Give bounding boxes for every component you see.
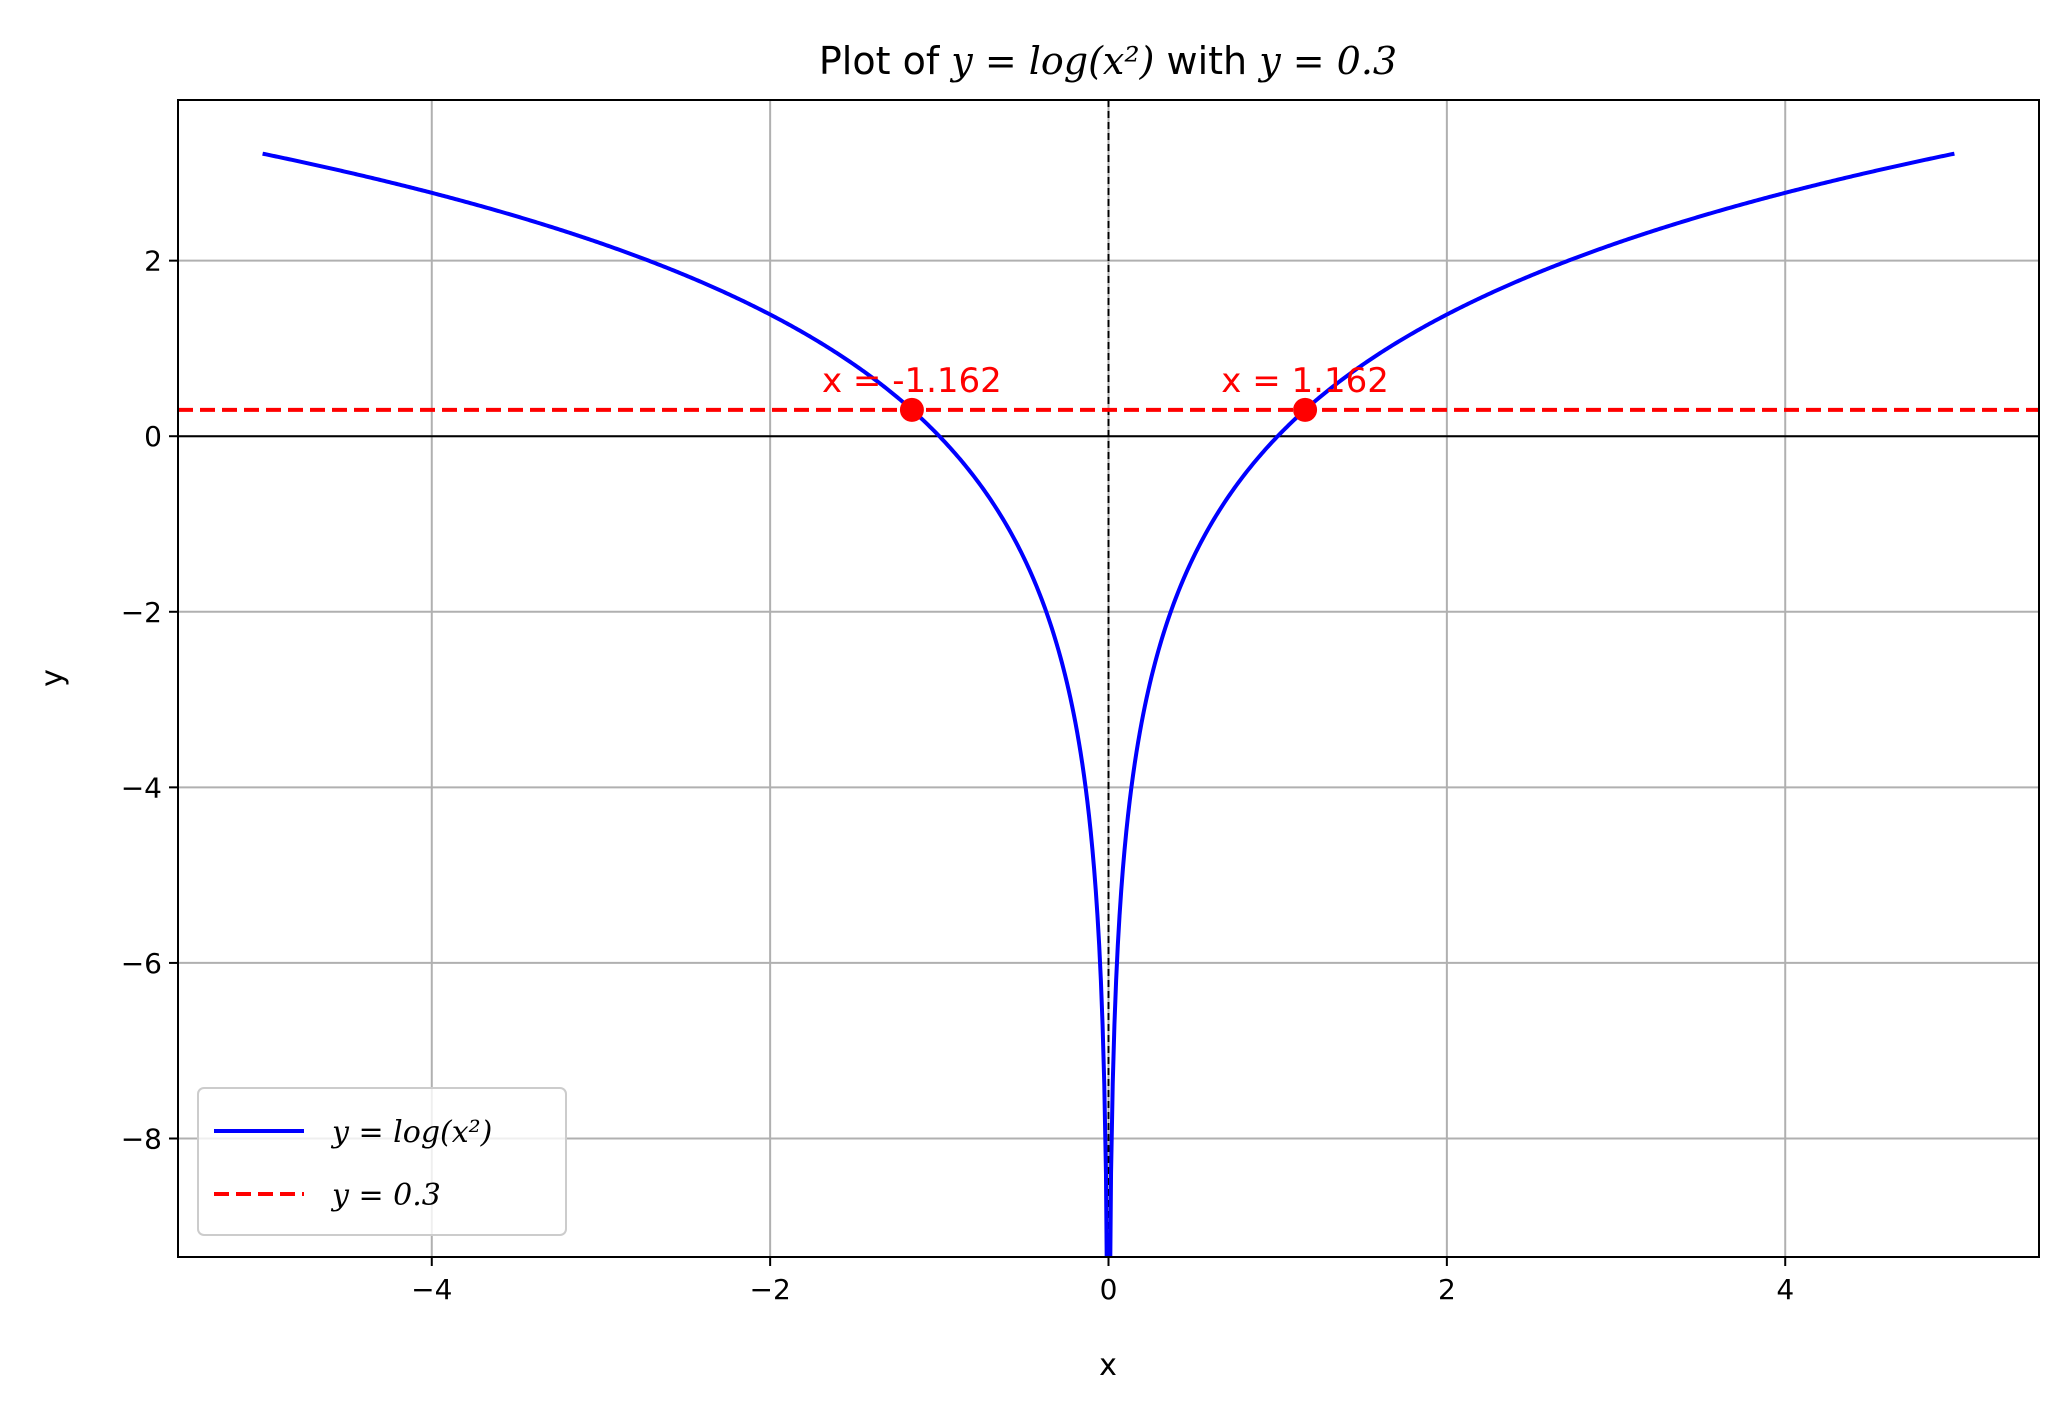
legend-label-curve: y = log(x²) [330, 1115, 492, 1150]
chart-title: Plot of y = log(x²) with y = 0.3 [819, 39, 1397, 83]
x-tick-label: 0 [1100, 1273, 1118, 1306]
legend: y = log(x²) y = 0.3 [197, 1087, 567, 1236]
y-tick-label: −4 [121, 771, 162, 804]
intersection-label: x = 1.162 [1221, 361, 1389, 401]
x-tick-label: −4 [411, 1273, 452, 1306]
title-mid: with [1154, 39, 1259, 83]
y-tick-label: 2 [144, 245, 162, 278]
x-axis-ticks: −4 −2 0 2 4 [411, 1257, 1794, 1306]
reference-lines [178, 100, 2039, 1257]
x-tick-label: 4 [1776, 1273, 1794, 1306]
y-tick-label: −2 [121, 596, 162, 629]
intersection-point [1293, 397, 1318, 422]
points-layer: x = -1.162 x = 1.162 [822, 361, 1389, 422]
series-curve [262, 151, 1955, 1257]
series-layer [178, 151, 2039, 1257]
y-tick-label: 0 [144, 420, 162, 453]
x-tick-label: −2 [749, 1273, 790, 1306]
legend-box [197, 1087, 567, 1236]
intersection-label: x = -1.162 [822, 361, 1002, 401]
title-eq1: y = log(x²) [949, 39, 1154, 83]
legend-label-hline: y = 0.3 [330, 1178, 441, 1213]
y-axis-ticks: −8 −6 −4 −2 0 2 [121, 245, 178, 1155]
x-tick-label: 2 [1438, 1273, 1456, 1306]
y-axis-title: y [35, 669, 70, 687]
title-eq2: y = 0.3 [1257, 39, 1397, 83]
y-tick-label: −8 [121, 1122, 162, 1155]
intersection-point [899, 397, 924, 422]
title-prefix: Plot of [819, 39, 951, 83]
y-tick-label: −6 [121, 947, 162, 980]
x-axis-title: x [1099, 1348, 1117, 1383]
